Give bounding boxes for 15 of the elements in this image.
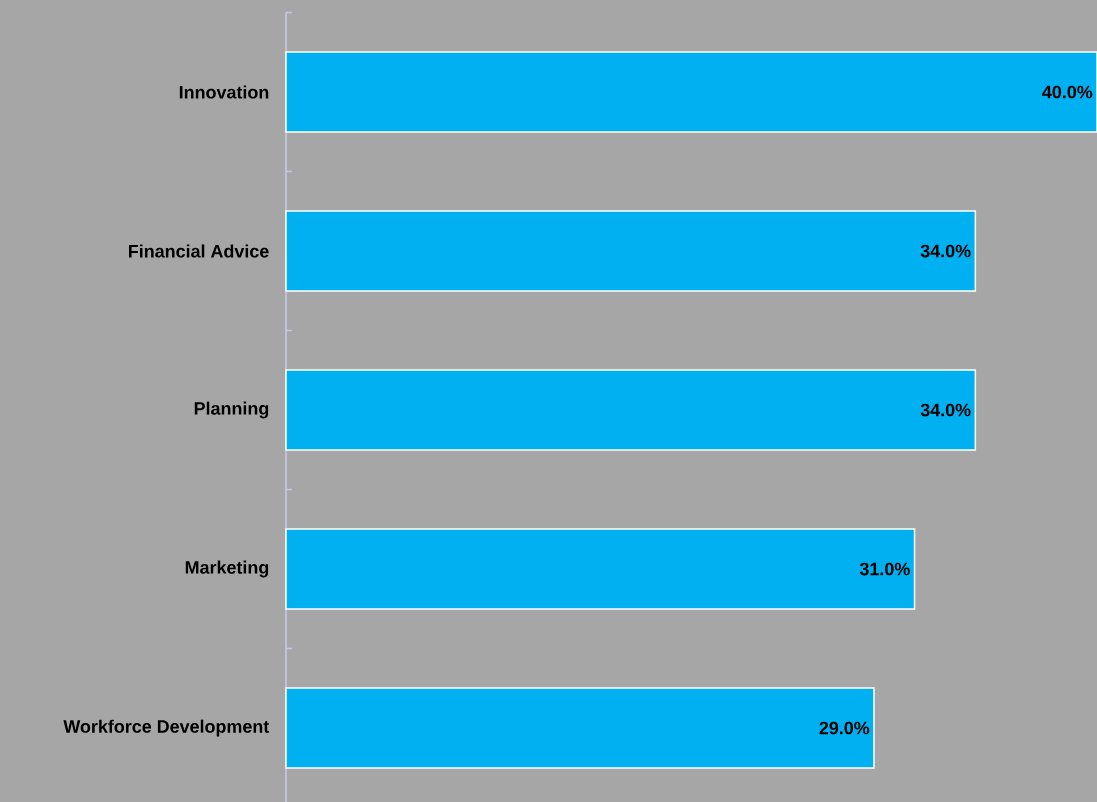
- data-label: 34.0%: [920, 244, 971, 258]
- bar: [285, 687, 875, 769]
- bar: [285, 369, 977, 451]
- data-label: 29.0%: [819, 721, 870, 735]
- bar: [285, 51, 1097, 133]
- bar: [285, 210, 977, 292]
- data-label: 34.0%: [920, 403, 971, 417]
- bar: [285, 528, 916, 610]
- y-tick-label: Innovation: [179, 85, 269, 99]
- data-label: 31.0%: [859, 562, 910, 576]
- y-tick-label: Marketing: [185, 560, 269, 578]
- y-tick-label: Planning: [194, 401, 269, 419]
- data-label: 40.0%: [1042, 85, 1093, 99]
- y-tick-label: Workforce Development: [63, 719, 270, 737]
- y-tick-label: Financial Advice: [128, 244, 269, 258]
